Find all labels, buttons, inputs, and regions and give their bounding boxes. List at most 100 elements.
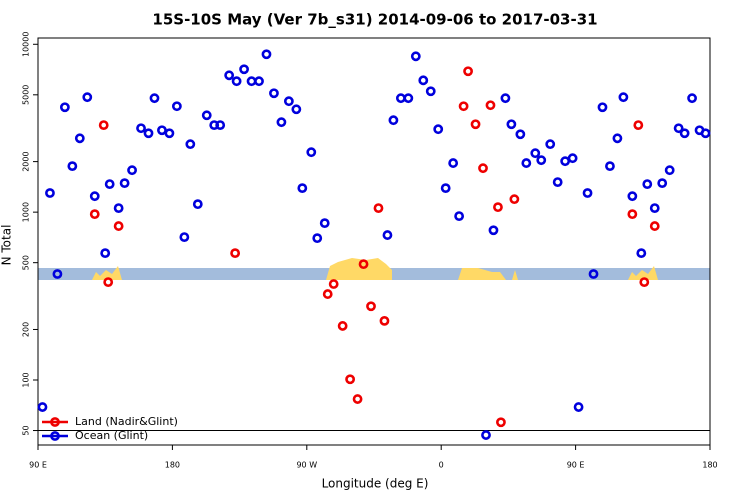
x-tick-label: 180	[165, 461, 180, 470]
point	[230, 248, 241, 259]
point	[573, 402, 584, 412]
point	[679, 128, 690, 139]
point	[45, 188, 55, 198]
point	[545, 139, 556, 150]
point	[322, 289, 333, 299]
point	[488, 225, 499, 236]
point	[291, 104, 302, 115]
point	[143, 128, 154, 139]
point	[82, 92, 93, 103]
point	[509, 194, 520, 205]
point	[382, 230, 393, 240]
point	[627, 191, 638, 202]
point	[231, 76, 242, 87]
y-tick-label: 10000	[22, 32, 31, 57]
y-tick-label: 50	[22, 425, 31, 435]
point	[52, 269, 63, 279]
point	[171, 101, 182, 112]
point	[179, 232, 190, 243]
y-tick-label: 100	[22, 372, 31, 387]
point	[185, 139, 196, 150]
point	[515, 129, 526, 140]
point	[127, 165, 137, 176]
point	[104, 179, 115, 190]
point	[597, 102, 608, 113]
point	[297, 183, 308, 194]
point	[224, 70, 235, 81]
point	[485, 100, 496, 111]
point	[493, 202, 503, 213]
point	[560, 156, 571, 167]
point	[418, 75, 429, 86]
x-tick-label: 90 E	[29, 461, 47, 470]
map-strip	[38, 258, 710, 280]
point	[319, 218, 330, 229]
plot-frame	[37, 37, 711, 446]
point	[700, 128, 711, 139]
point	[239, 64, 249, 75]
point	[261, 49, 272, 60]
point	[478, 163, 488, 174]
point	[500, 93, 511, 104]
point	[312, 233, 323, 244]
land-shape	[628, 266, 658, 280]
point	[103, 277, 114, 288]
x-tick-label: 90 W	[296, 461, 317, 470]
point	[633, 120, 644, 131]
point	[552, 177, 563, 187]
point	[664, 165, 675, 176]
y-tick-label: 2000	[22, 151, 31, 171]
point	[506, 119, 517, 130]
point	[113, 221, 124, 231]
point	[673, 123, 684, 134]
legend-marker	[50, 417, 60, 427]
point	[463, 66, 473, 77]
point	[687, 93, 697, 104]
point	[605, 161, 615, 172]
point	[254, 76, 264, 87]
x-tick-label: 0	[439, 461, 444, 470]
point	[470, 119, 481, 130]
point	[149, 93, 160, 104]
point	[89, 209, 100, 220]
point	[639, 277, 650, 288]
point	[283, 96, 294, 107]
point	[246, 76, 257, 87]
point	[636, 248, 647, 259]
point	[530, 148, 541, 159]
point	[345, 374, 356, 385]
point	[448, 158, 459, 168]
point	[395, 93, 406, 104]
point	[567, 153, 578, 164]
point	[433, 124, 444, 135]
y-tick-label: 5000	[22, 85, 31, 105]
point	[410, 51, 421, 62]
land-shape	[92, 266, 122, 280]
legend-label: Land (Nadir&Glint)	[75, 415, 178, 428]
legend-marker	[50, 431, 60, 441]
land-shape	[458, 268, 506, 280]
y-tick-label: 1000	[22, 202, 31, 222]
point	[74, 133, 85, 144]
point	[113, 203, 124, 214]
legend-label: Ocean (Glint)	[75, 429, 148, 442]
point	[496, 417, 506, 428]
point	[276, 117, 287, 128]
land-shape	[512, 270, 518, 280]
point	[458, 101, 469, 112]
point	[89, 191, 100, 202]
point	[403, 93, 414, 104]
point	[440, 183, 451, 194]
point	[157, 125, 167, 136]
point	[373, 203, 384, 214]
point	[627, 209, 638, 220]
point	[649, 221, 660, 231]
x-tick-label: 90 E	[567, 461, 585, 470]
point	[582, 188, 593, 198]
y-tick-label: 500	[22, 255, 31, 270]
point	[306, 147, 317, 158]
point	[164, 128, 175, 139]
point	[649, 203, 660, 214]
point	[67, 161, 78, 172]
